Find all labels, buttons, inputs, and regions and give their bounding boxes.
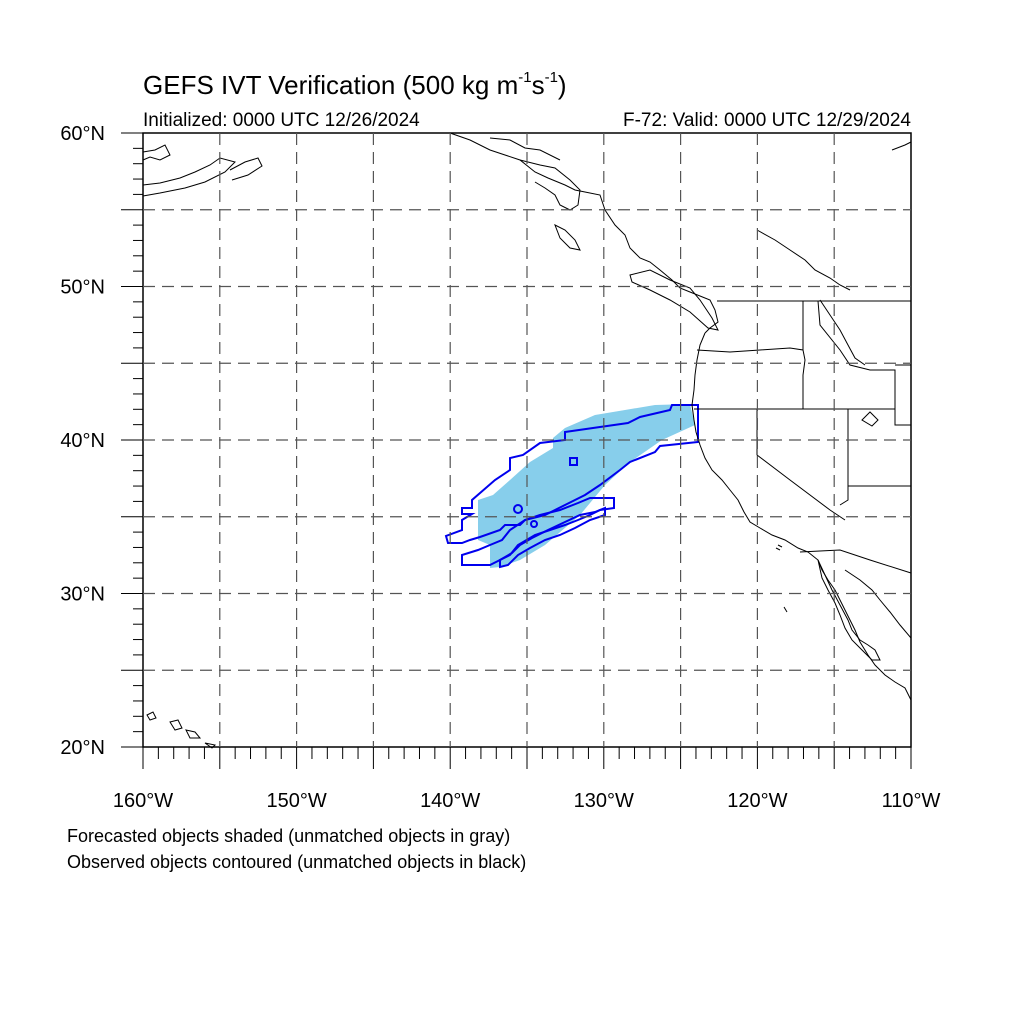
- lon-label: 150°W: [266, 790, 326, 812]
- lon-label: 130°W: [574, 790, 634, 812]
- lon-label: 120°W: [727, 790, 787, 812]
- lon-label: 160°W: [113, 790, 173, 812]
- lat-label: 40°N: [60, 430, 105, 452]
- observed-note: Observed objects contoured (unmatched ob…: [67, 852, 527, 872]
- observed-objects: [444, 404, 699, 569]
- coastlines: [142, 132, 912, 749]
- lat-label: 30°N: [60, 584, 105, 606]
- observed-blob: [530, 520, 538, 528]
- valid-time-label: F-72: Valid: 0000 UTC 12/29/2024: [623, 110, 911, 131]
- observed-blob: [569, 457, 578, 466]
- axis-labels: 160°W 150°W 140°W 130°W 120°W 110°W 60°N 50°N 40…: [60, 123, 940, 812]
- axis-ticks: [121, 132, 912, 769]
- observed-contour-south: [461, 497, 615, 566]
- observed-contour-inner: [499, 506, 606, 569]
- lat-lon-grid: [143, 133, 911, 747]
- init-time-label: Initialized: 0000 UTC 12/26/2024: [143, 110, 420, 131]
- lat-label: 50°N: [60, 277, 105, 299]
- forecast-note: Forecasted objects shaded (unmatched obj…: [67, 826, 511, 846]
- lon-label: 140°W: [420, 790, 480, 812]
- lon-label: 110°W: [882, 790, 941, 812]
- chart-title: GEFS IVT Verification (500 kg m-1s-1): [143, 69, 567, 100]
- lat-label: 60°N: [60, 123, 105, 145]
- observed-blob: [513, 504, 523, 514]
- observed-contour-main: [444, 404, 699, 544]
- lat-label: 20°N: [60, 737, 105, 759]
